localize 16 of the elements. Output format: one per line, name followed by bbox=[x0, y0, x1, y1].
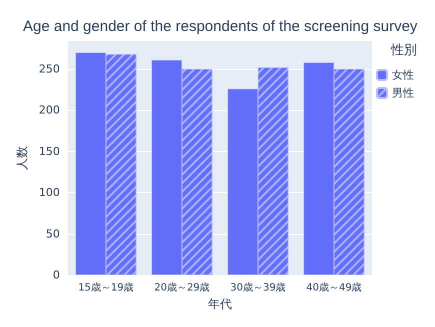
legend-title: 性別 bbox=[390, 43, 417, 58]
y-tick-label: 50 bbox=[46, 227, 60, 240]
y-tick-label: 100 bbox=[38, 186, 60, 200]
y-tick-label: 0 bbox=[52, 268, 60, 282]
y-tick-label: 200 bbox=[38, 104, 60, 117]
x-axis-title: 年代 bbox=[208, 296, 232, 311]
y-tick-label: 150 bbox=[38, 144, 60, 158]
y-tick-label: 250 bbox=[38, 62, 60, 76]
x-tick-label: 40歳～49歳 bbox=[306, 282, 362, 294]
legend-label: 女性 bbox=[392, 68, 414, 82]
x-tick-label: 30歳～39歳 bbox=[230, 282, 286, 294]
x-tick-label: 15歳～19歳 bbox=[78, 282, 134, 294]
chart-title: Age and gender of the respondents of the screening survey bbox=[23, 18, 418, 35]
x-tick-label: 20歳～29歳 bbox=[154, 282, 210, 294]
y-axis-title: 人数 bbox=[15, 146, 29, 170]
legend-label: 男性 bbox=[392, 86, 414, 100]
